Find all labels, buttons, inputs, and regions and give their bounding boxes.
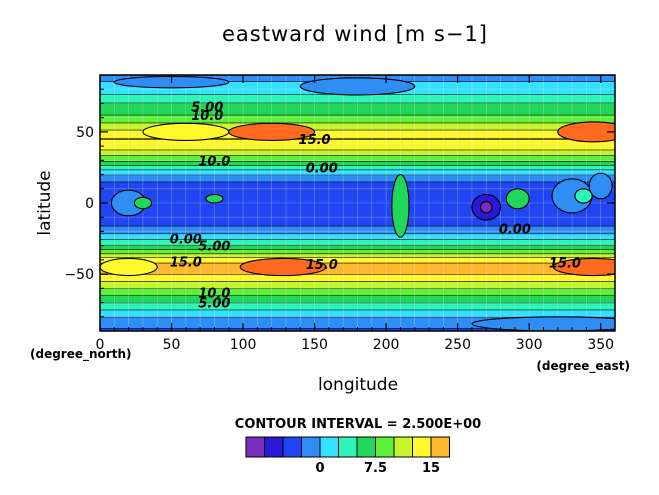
contour-label: 5.00 [198, 240, 230, 255]
contour-band [100, 174, 615, 182]
contour-cell [552, 257, 615, 277]
contour-label: 15.0 [306, 258, 338, 273]
contour-cell [142, 122, 230, 141]
contour-band [100, 94, 615, 103]
contour-label: 10.0 [191, 109, 223, 124]
contour-cell [505, 188, 530, 210]
contour-cell [299, 77, 416, 96]
x-axis-ticks: 0 50 100 150 200 250 300 350 [96, 75, 614, 353]
plot-area [100, 75, 615, 331]
contour-interval-label: CONTOUR INTERVAL = 2.500E+00 [235, 417, 481, 432]
contour-label: 5.00 [198, 297, 230, 312]
contour-band [100, 149, 615, 156]
contour-label: 0.00 [499, 223, 531, 238]
x-tick-label: 100 [230, 337, 257, 353]
contour-band [100, 139, 615, 150]
contour-band [100, 288, 615, 296]
colorbar-swatch [393, 436, 413, 458]
contour-label: 15.0 [549, 257, 581, 272]
y-axis-title: latitude [35, 170, 55, 235]
colorbar-swatch [282, 436, 302, 458]
x-tick-label: 350 [587, 337, 614, 353]
contour-band [100, 239, 615, 245]
plot-grid [100, 75, 615, 331]
contour-label: 10.0 [198, 154, 230, 169]
colorbar-swatch [412, 436, 432, 458]
x-tick-label: 0 [96, 337, 105, 353]
colorbar-swatch [264, 436, 284, 458]
contour-band [100, 114, 615, 123]
contour-cell [239, 257, 327, 277]
contour-band [100, 233, 615, 240]
contour-band [100, 257, 615, 263]
contour-cell [205, 193, 224, 204]
contour-band [100, 249, 615, 254]
contour-band [100, 295, 615, 303]
contour-band [100, 155, 615, 162]
contour-label: 15.0 [170, 255, 202, 270]
y-tick-label: 50 [76, 125, 94, 141]
contour-band [100, 244, 615, 250]
contour-band [100, 129, 615, 139]
y-unit-label: (degree_north) [30, 347, 131, 362]
contour-band [100, 181, 615, 226]
contour-band [100, 281, 615, 289]
colorbar-tick-label: 15 [422, 461, 440, 476]
contour-cell [391, 174, 410, 238]
colorbar-swatch [430, 436, 450, 458]
colorbar-swatch [356, 436, 376, 458]
contour-band [100, 309, 615, 317]
colorbar-tick-label: 0 [315, 461, 324, 476]
x-tick-label: 50 [163, 337, 181, 353]
contour-cell [479, 201, 493, 214]
colorbar-swatch [375, 436, 395, 458]
contour-cells [100, 75, 615, 331]
contour-cell [100, 257, 158, 277]
contour-band [100, 169, 615, 175]
contour-label: 0.00 [170, 233, 202, 248]
y-tick-label: 0 [85, 196, 94, 212]
x-tick-label: 300 [516, 337, 543, 353]
x-tick-label: 200 [373, 337, 400, 353]
colorbar-tick-label: 7.5 [364, 461, 387, 476]
contour-band [100, 122, 615, 130]
contour-cell [588, 172, 613, 200]
chart-title: eastward wind [m s−1] [222, 22, 488, 46]
contour-cell [574, 188, 593, 204]
contour-band [100, 102, 615, 115]
contour-band [100, 274, 615, 282]
y-axis-ticks: 50 0 −50 [64, 88, 615, 318]
contour-band [100, 302, 615, 310]
x-tick-label: 150 [301, 337, 328, 353]
contour-band [100, 225, 615, 234]
colorbar-swatch [301, 436, 321, 458]
contour-band [100, 262, 615, 275]
contour-band [100, 165, 615, 170]
contour-band [100, 316, 615, 329]
colorbar-swatch [319, 436, 339, 458]
x-axis-title: longitude [318, 375, 398, 395]
contour-cell [133, 196, 153, 210]
contour-label: 0.00 [306, 161, 338, 176]
y-tick-label: −50 [64, 267, 94, 283]
contour-band [100, 253, 615, 258]
colorbar [245, 436, 450, 458]
x-tick-label: 250 [444, 337, 471, 353]
colorbar-swatch [245, 436, 265, 458]
contour-cell [557, 121, 615, 143]
contour-band [100, 161, 615, 166]
colorbar-ticks: 0 7.5 15 [315, 461, 440, 476]
x-unit-label: (degree_east) [536, 359, 630, 374]
contour-label: 5.00 [191, 100, 223, 115]
contour-label: 15.0 [299, 133, 331, 148]
contour-label: 10.0 [198, 287, 230, 302]
colorbar-swatch [338, 436, 358, 458]
